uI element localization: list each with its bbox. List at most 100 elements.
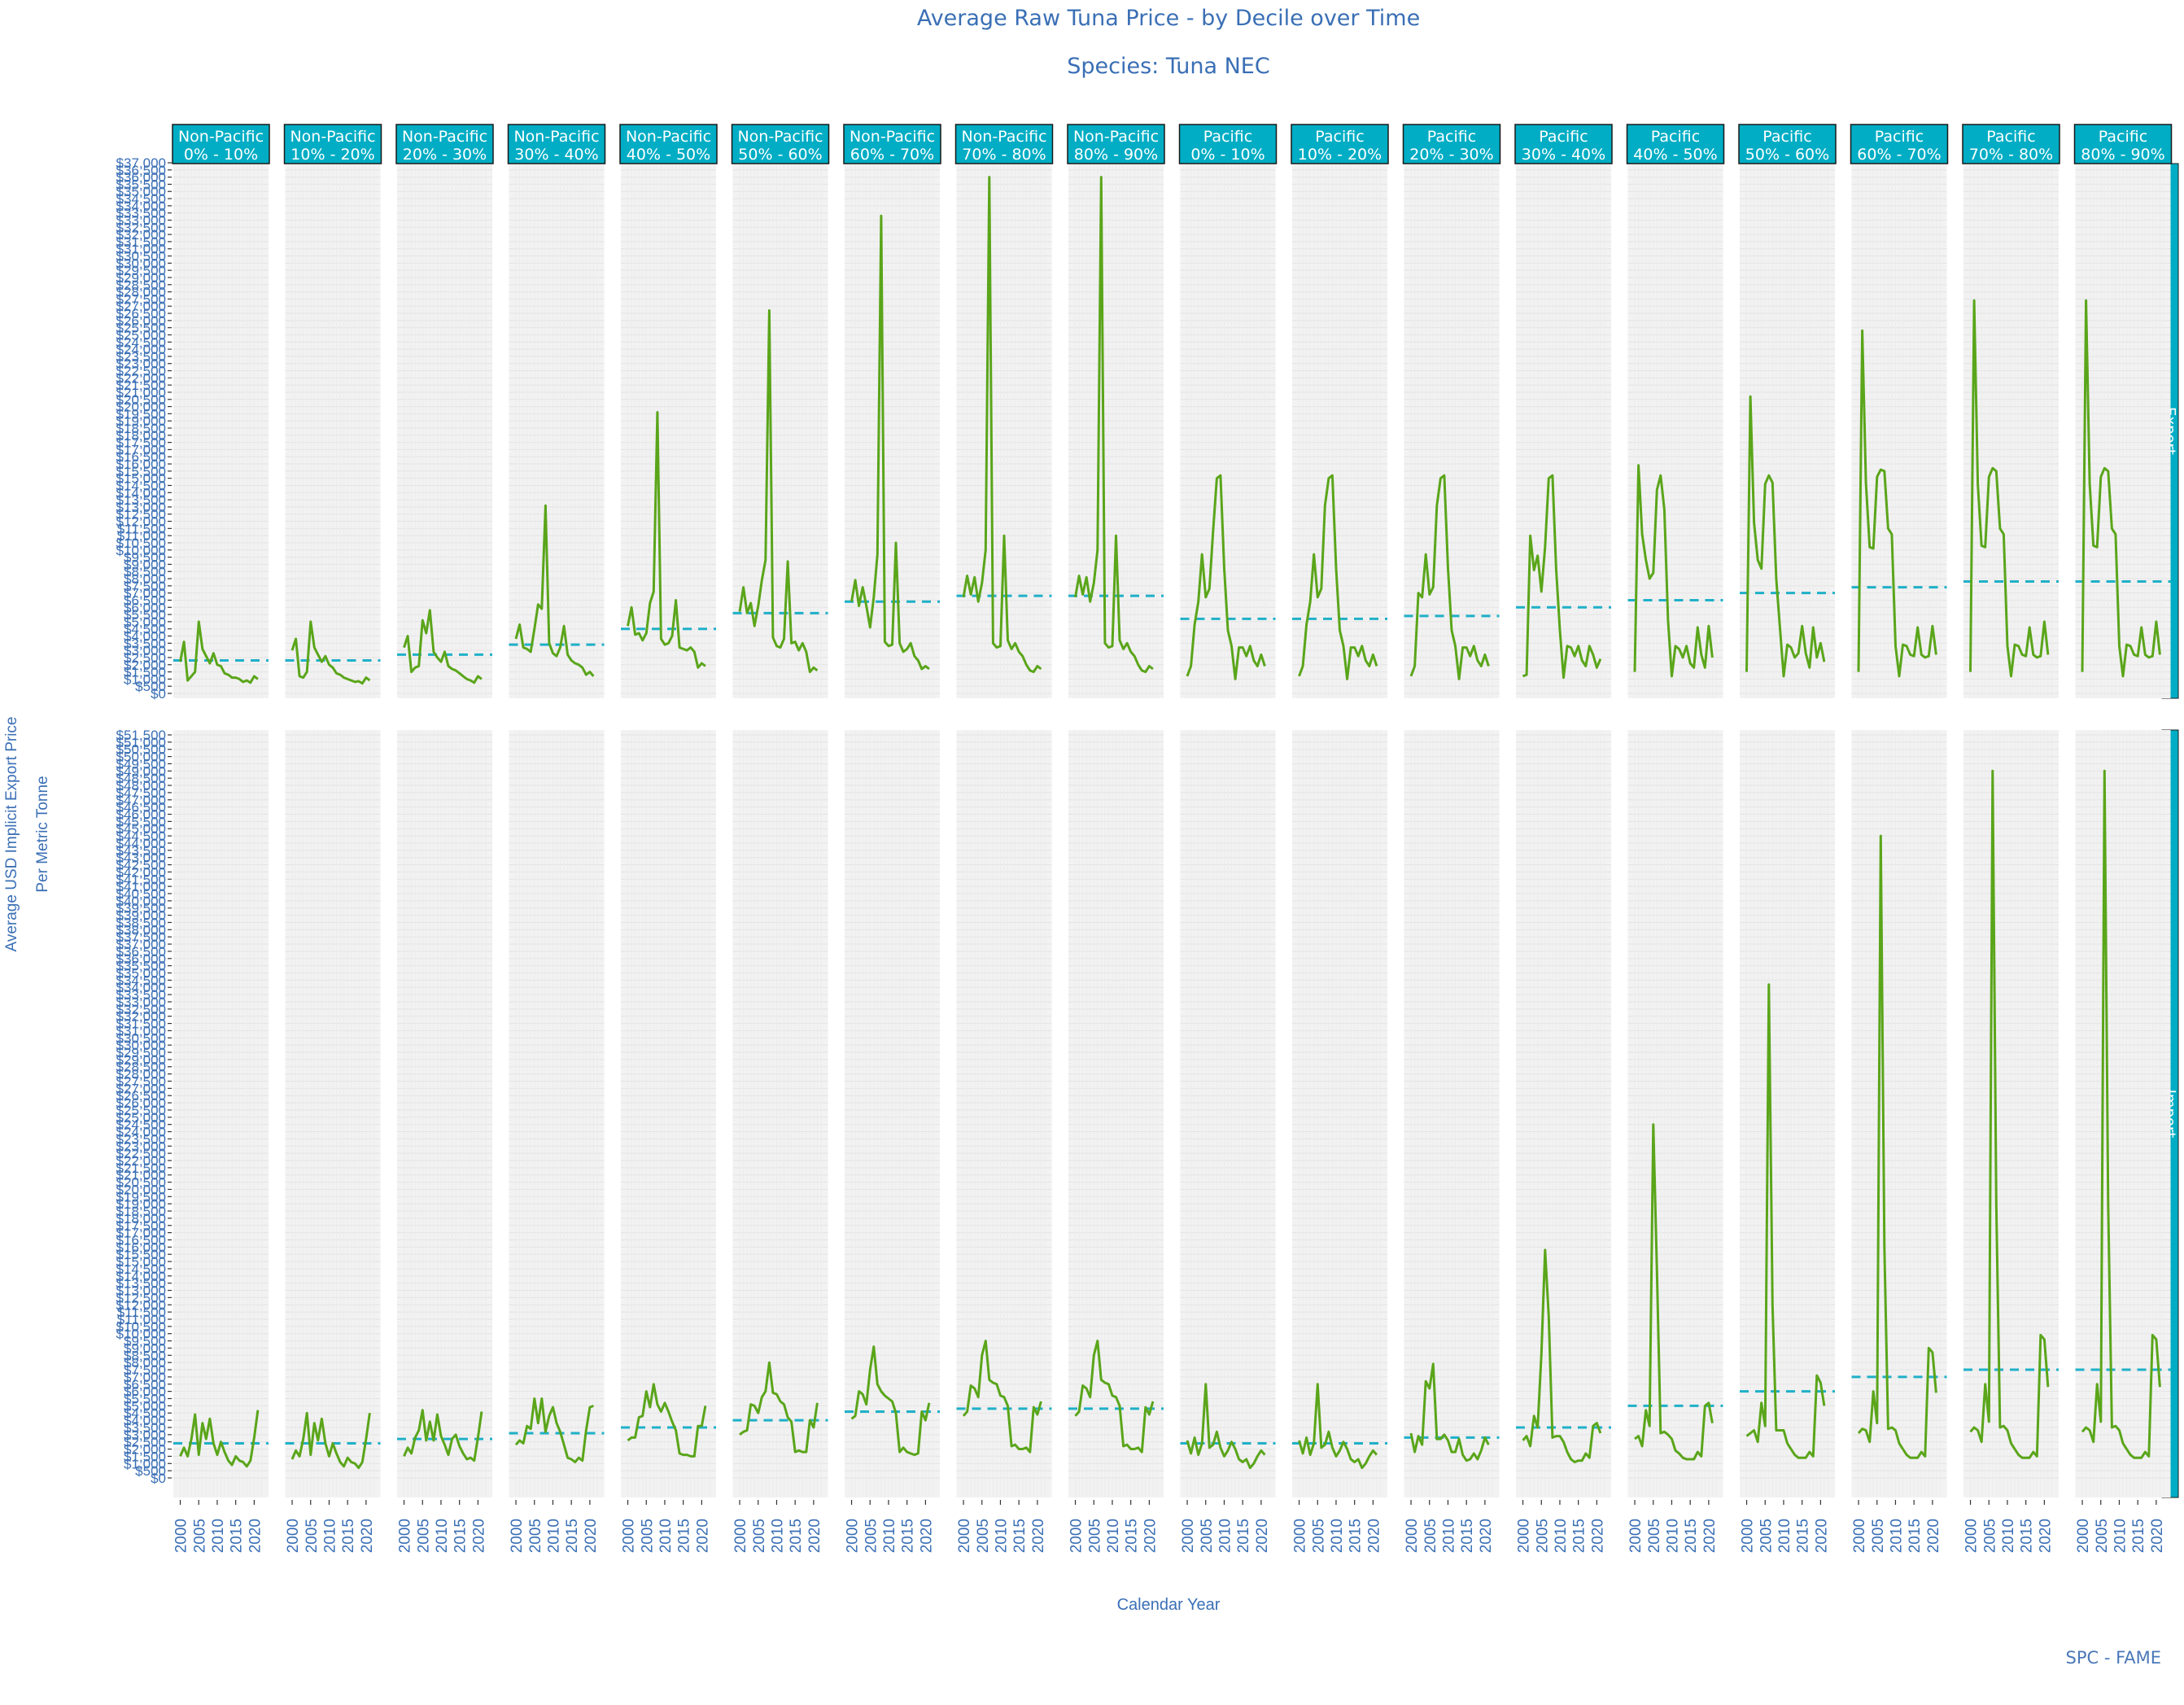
column-strip <box>1067 124 1165 164</box>
y-tick-label: $13,500 <box>116 1276 166 1292</box>
column-strip-decile: 60% - 70% <box>1857 146 1941 164</box>
x-tick-label: 2010 <box>2000 1519 2017 1553</box>
x-tick-label: 2005 <box>2094 1519 2111 1553</box>
x-tick-label: 2005 <box>1422 1519 1439 1553</box>
x-tick-label: 2005 <box>863 1519 880 1553</box>
y-tick-label: $22,000 <box>116 370 166 386</box>
y-tick-label: $43,500 <box>116 843 166 859</box>
panel: 2000 2005 2010 2015 2020 <box>1740 730 1835 1553</box>
x-tick-label: 2020 <box>694 1519 711 1553</box>
column-strip <box>1738 124 1837 164</box>
y-tick-label: $11,500 <box>117 521 166 536</box>
y-tick-label: $5,000 <box>124 1398 166 1414</box>
y-tick-label: $31,500 <box>116 234 166 250</box>
x-tick-label: 2010 <box>210 1519 227 1553</box>
y-tick-label: $48,500 <box>116 771 166 786</box>
column-strip-group: Pacific <box>1762 128 1811 146</box>
y-tick-label: $23,000 <box>116 356 166 372</box>
y-tick-label: $0 <box>151 686 166 702</box>
y-tick-label: $4,000 <box>124 1413 166 1428</box>
price-line <box>1298 1383 1378 1470</box>
y-tick-label: $50,000 <box>116 750 166 765</box>
y-tick-label: $36,500 <box>116 163 166 178</box>
column-strip-group: Non-Pacific <box>513 128 599 146</box>
panel: 2000 2005 2010 2015 2020 <box>1404 730 1500 1553</box>
y-tick-label: $7,500 <box>124 1362 166 1378</box>
y-tick-label: $2,000 <box>124 658 166 673</box>
y-axis-title-line2: Per Metric Tonne <box>34 776 51 892</box>
price-line <box>1298 474 1378 680</box>
y-tick-label: $47,500 <box>116 785 166 801</box>
y-tick-label: $34,000 <box>116 199 166 214</box>
column-strip-group: Pacific <box>1427 128 1476 146</box>
y-tick-label: $34,500 <box>116 973 166 988</box>
y-tick-label: $8,000 <box>124 571 166 587</box>
y-tick-label: $20,000 <box>116 400 166 415</box>
column-strip-decile: 20% - 30% <box>403 146 487 164</box>
price-line <box>179 620 259 684</box>
x-tick-label: 2010 <box>881 1519 898 1553</box>
x-tick-label: 2000 <box>173 1519 190 1553</box>
column-strip <box>507 124 606 164</box>
y-tick-label: $20,000 <box>116 1182 166 1197</box>
column-strip-decile: 70% - 80% <box>1969 146 2053 164</box>
y-tick-label: $44,000 <box>116 836 166 851</box>
y-tick-label: $10,000 <box>116 1327 166 1342</box>
y-tick-label: $14,500 <box>116 1261 166 1277</box>
y-tick-label: $28,500 <box>116 278 166 293</box>
price-line <box>2081 299 2161 678</box>
y-tick-label: $17,500 <box>116 1218 166 1234</box>
y-tick-label: $39,500 <box>116 901 166 916</box>
y-tick-label: $25,000 <box>116 327 166 343</box>
panel: 2000 2005 2010 2015 2020 <box>285 730 381 1553</box>
y-tick-label: $6,000 <box>124 1384 166 1400</box>
panel: 2000 2005 2010 2015 2020 <box>845 730 940 1553</box>
x-tick-label: 2015 <box>340 1519 357 1553</box>
x-tick-label: 2015 <box>676 1519 693 1553</box>
panels-layer: $0$500$1,000$1,500$2,000$2,500$3,000$3,5… <box>116 124 2179 1553</box>
column-strip <box>1291 124 1389 164</box>
x-tick-label: 2000 <box>285 1519 302 1553</box>
x-tick-label: 2000 <box>621 1519 638 1553</box>
y-tick-label: $29,500 <box>116 1045 166 1060</box>
y-tick-label: $9,000 <box>124 1340 166 1356</box>
y-tick-label: $12,500 <box>116 1290 166 1305</box>
y-tick-label: $500 <box>135 679 166 694</box>
x-tick-label: 2020 <box>1478 1519 1495 1553</box>
x-tick-label: 2015 <box>564 1519 581 1553</box>
x-tick-label: 2010 <box>1888 1519 1905 1553</box>
panel: 2000 2005 2010 2015 2020 <box>621 730 716 1553</box>
x-tick-label: 2000 <box>1851 1519 1868 1553</box>
panel: 2000 2005 2010 2015 2020 <box>1963 730 2059 1553</box>
y-tick-label: $21,000 <box>116 385 166 400</box>
y-tick-label: $4,500 <box>124 1406 166 1421</box>
column-strip-decile: 70% - 80% <box>962 146 1046 164</box>
x-tick-label: 2015 <box>1124 1519 1141 1553</box>
price-line <box>627 1383 707 1458</box>
price-line <box>1857 834 1937 1459</box>
y-tick-label: $22,500 <box>116 1146 166 1161</box>
x-tick-label: 2005 <box>191 1519 208 1553</box>
y-tick-label: $45,500 <box>116 814 166 829</box>
price-line <box>1857 329 1937 678</box>
price-line <box>627 411 706 669</box>
y-tick-label: $42,000 <box>116 864 166 880</box>
x-tick-label: 2005 <box>1199 1519 1216 1553</box>
price-line <box>850 214 930 671</box>
y-tick-label: $21,000 <box>116 1168 166 1183</box>
y-tick-label: $8,500 <box>124 564 166 579</box>
y-tick-label: $36,000 <box>116 170 166 186</box>
x-tick-label: 2000 <box>1963 1519 1981 1553</box>
y-tick-label: $35,500 <box>116 177 166 192</box>
y-tick-label: $50,500 <box>116 742 166 758</box>
column-strip <box>731 124 830 164</box>
y-tick-label: $10,000 <box>116 543 166 558</box>
x-tick-label: 2020 <box>1142 1519 1159 1553</box>
price-line <box>514 504 595 677</box>
y-tick-label: $35,500 <box>116 959 166 974</box>
y-tick-label: $12,000 <box>116 1297 166 1313</box>
